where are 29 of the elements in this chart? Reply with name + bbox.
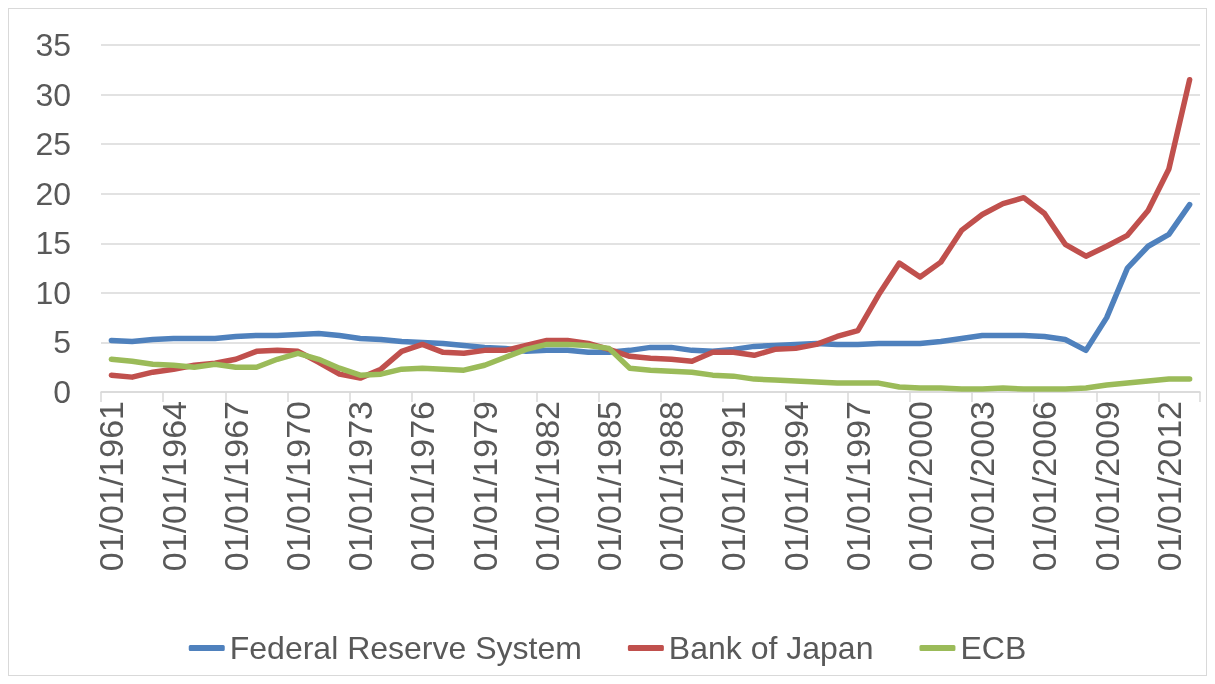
x-tick-label: 01/01/1988: [652, 401, 691, 572]
x-tick-label: 01/01/2006: [1025, 401, 1064, 572]
x-tick-label: 01/01/2009: [1087, 401, 1126, 572]
legend-label: Bank of Japan: [668, 630, 874, 666]
x-tick-label: 01/01/1991: [714, 401, 753, 572]
y-tick-label: 35: [35, 27, 71, 63]
legend-label: ECB: [960, 630, 1027, 666]
x-tick-label: 01/01/1964: [154, 401, 193, 572]
y-tick-label: 15: [35, 225, 71, 262]
y-tick-label: 25: [35, 126, 71, 163]
y-tick-label: 20: [35, 175, 71, 212]
legend-label: Federal Reserve System: [229, 630, 582, 666]
x-tick-label: 01/01/2012: [1149, 401, 1188, 572]
x-tick-label: 01/01/1967: [216, 401, 255, 572]
x-tick-label: 01/01/1982: [527, 401, 566, 572]
x-tick-label: 01/01/1994: [776, 401, 815, 572]
x-tick-label: 01/01/1970: [278, 401, 317, 572]
x-tick-label: 01/01/1997: [838, 401, 877, 572]
x-tick-label: 01/01/1961: [92, 401, 131, 572]
x-tick-label: 01/01/1979: [465, 401, 504, 572]
x-tick-label: 01/01/1976: [403, 401, 442, 572]
x-tick-label: 01/01/2000: [901, 401, 940, 572]
y-tick-label: 10: [35, 274, 71, 311]
x-tick-label: 01/01/1973: [341, 401, 380, 572]
y-tick-label: 5: [53, 324, 71, 361]
y-tick-label: 0: [53, 374, 71, 410]
x-tick-label: 01/01/2003: [963, 401, 1002, 572]
x-tick-label: 01/01/1985: [590, 401, 629, 572]
y-tick-label: 30: [35, 76, 71, 113]
